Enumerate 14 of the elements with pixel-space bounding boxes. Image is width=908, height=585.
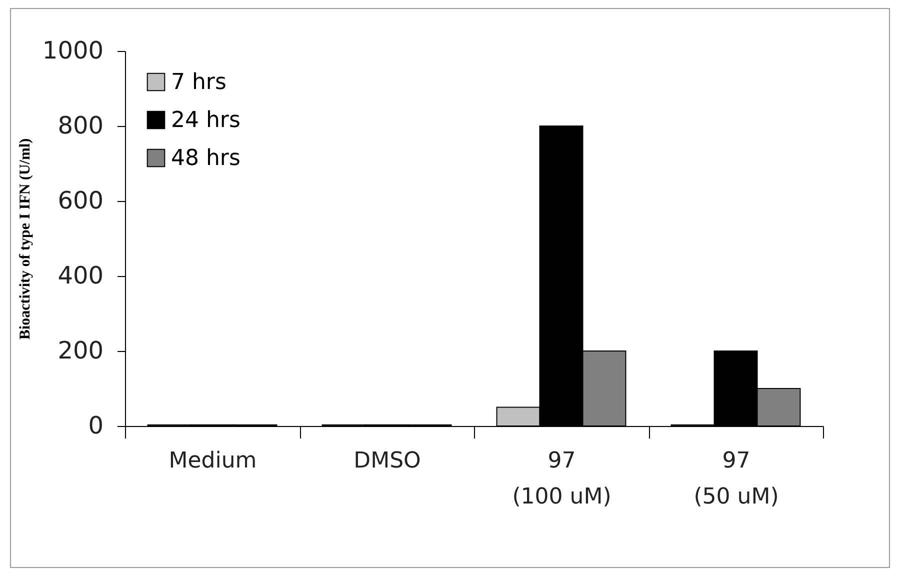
x-tick-label: 97 (100 uM) [512,448,612,510]
y-tick-label: 800 [58,112,104,140]
y-tick-label: 600 [58,186,104,214]
x-tick-label: 97 (50 uM) [694,448,779,510]
legend-label: 7 hrs [171,70,226,95]
x-tick-label: Medium [168,448,257,474]
x-tick-label: DMSO [354,448,421,474]
y-axis-title: Bioactivity of type I IFN (U/ml) [17,138,34,340]
y-tick-label: 200 [58,336,104,364]
y-tick-label: 0 [88,412,104,440]
legend-label: 24 hrs [171,108,240,133]
legend-label: 48 hrs [171,146,240,171]
y-tick-label: 400 [58,262,104,290]
y-tick-label: 1000 [42,36,104,64]
